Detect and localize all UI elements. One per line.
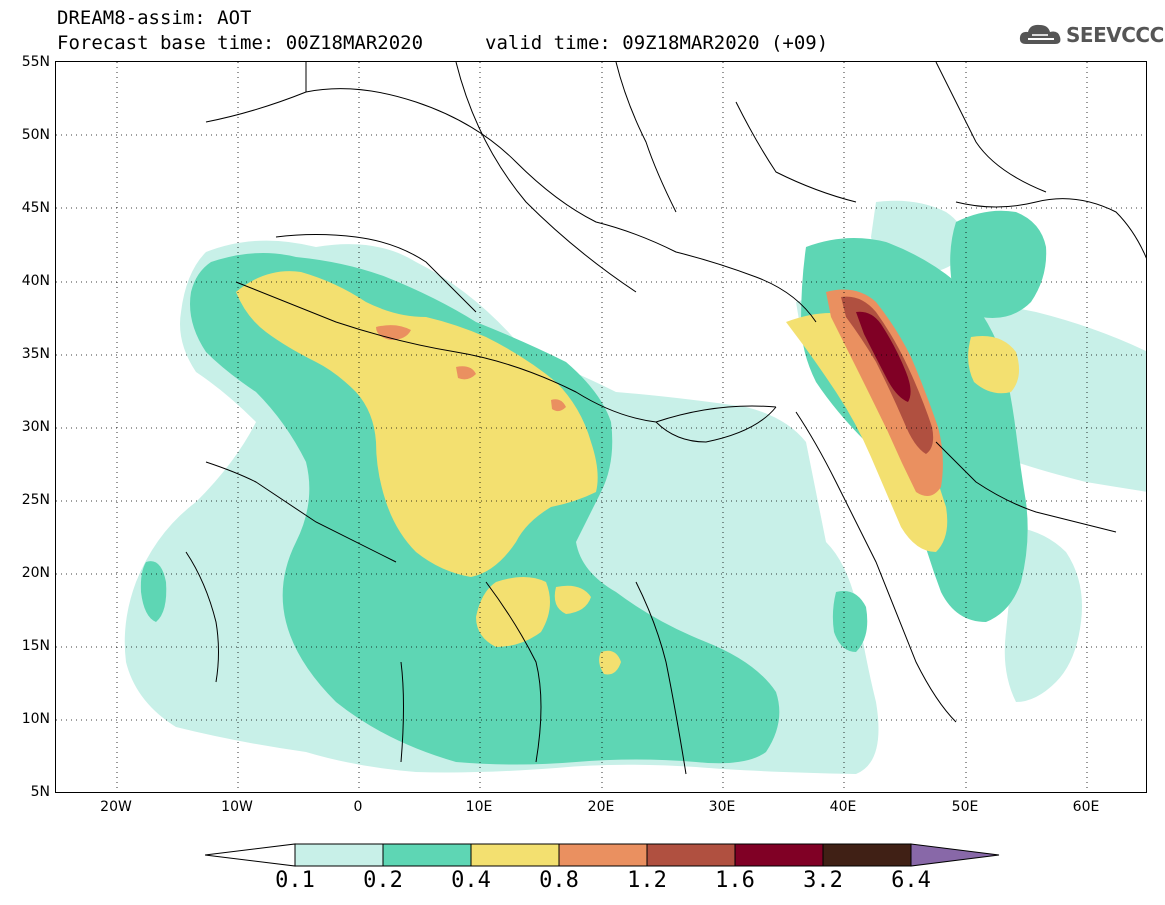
lon-label-30e: 30E [708,799,736,815]
colorbar-bin-7 [822,843,912,867]
lon-label-10e: 10E [465,799,493,815]
lat-label-25n: 25N [21,492,50,508]
lat-label-5n: 5N [30,784,50,800]
aot-level-1.6 [856,311,911,402]
colorbar-label-0.1: 0.1 [275,868,315,893]
colorbar-bin-4 [558,843,648,867]
colorbar-bin-3 [470,843,560,867]
colorbar-label-0.4: 0.4 [451,868,491,893]
colorbar-label-3.2: 3.2 [803,868,843,893]
lat-label-40n: 40N [21,273,50,289]
lat-label-10n: 10N [21,711,50,727]
colorbar-bin-6 [734,843,824,867]
lat-label-45n: 45N [21,200,50,216]
aot-field-map [56,62,1146,792]
colorbar-label-6.4: 6.4 [891,868,931,893]
colorbar-bin-1 [294,843,384,867]
map-title: DREAM8-assim: AOT [57,7,252,29]
lat-label-15n: 15N [21,638,50,654]
lat-label-50n: 50N [21,127,50,143]
lon-label-10w: 10W [221,799,253,815]
seevccc-logo: SEEVCCC [1018,22,1164,48]
lon-label-40e: 40E [829,799,857,815]
lat-label-35n: 35N [21,346,50,362]
lon-label-60e: 60E [1072,799,1100,815]
colorbar-under-triangle [205,843,296,867]
colorbar-label-1.6: 1.6 [715,868,755,893]
graticule [56,62,1146,792]
aot-level-0.4 [236,271,1020,675]
lon-label-50e: 50E [951,799,979,815]
colorbar-bin-5 [646,843,736,867]
colorbar-label-1.2: 1.2 [627,868,667,893]
logo-text: SEEVCCC [1066,23,1164,47]
lat-label-30n: 30N [21,419,50,435]
valid-time: valid time: 09Z18MAR2020 (+09) [485,32,829,54]
colorbar [205,843,1000,867]
colorbar-label-0.8: 0.8 [539,868,579,893]
colorbar-over-triangle [910,843,1000,867]
lat-label-20n: 20N [21,565,50,581]
lon-label-0: 0 [353,799,363,815]
forecast-base-time: Forecast base time: 00Z18MAR2020 [57,32,424,54]
colorbar-bin-2 [382,843,472,867]
lon-label-20e: 20E [587,799,615,815]
lat-label-55n: 55N [21,54,50,70]
coastlines-and-borders [185,62,1146,775]
lon-label-20w: 20W [100,799,132,815]
map-area [55,61,1147,793]
colorbar-label-0.2: 0.2 [363,868,403,893]
cloud-icon [1019,24,1061,44]
